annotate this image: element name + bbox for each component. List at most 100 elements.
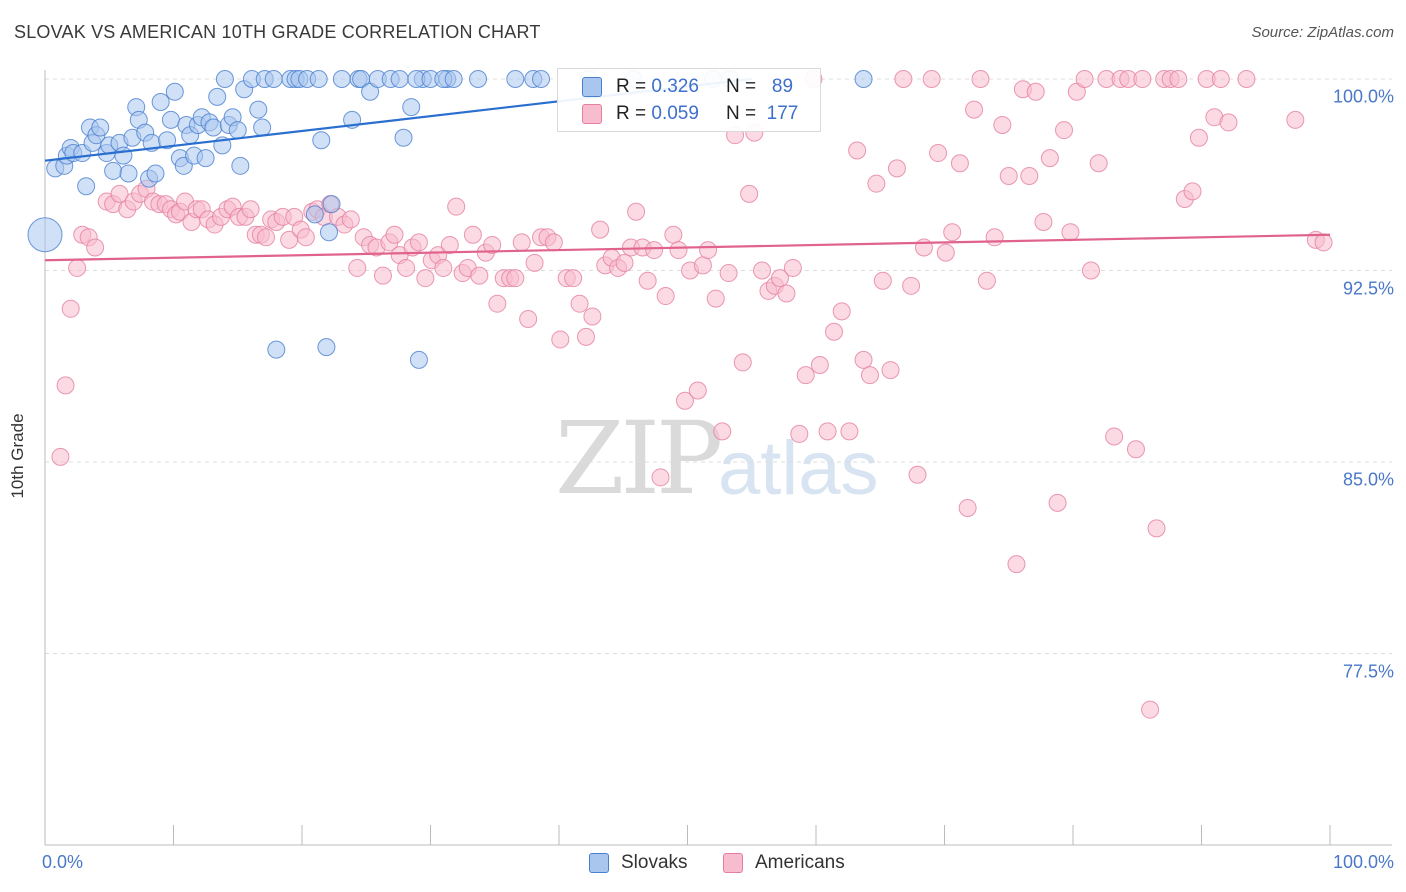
american-point (675, 391, 694, 410)
american-point (965, 100, 984, 119)
american-point (733, 353, 752, 372)
slovak-point (309, 70, 328, 88)
american-point (999, 167, 1018, 186)
american-point (950, 154, 969, 173)
american-point (971, 70, 990, 88)
american-point (1147, 519, 1166, 538)
american-point (409, 233, 428, 252)
american-point (818, 422, 837, 441)
slovak-point (394, 128, 413, 147)
american-point (693, 256, 712, 275)
slovak-point (146, 164, 165, 183)
american-point (1007, 555, 1026, 574)
american-point (713, 422, 732, 441)
american-point (257, 228, 276, 247)
slovak-point (77, 177, 96, 196)
american-point (51, 447, 70, 466)
americans-legend-label: Americans (755, 852, 845, 873)
american-point (908, 465, 927, 484)
slovak-point (165, 82, 184, 101)
american-point (1055, 121, 1074, 140)
american-point (860, 366, 879, 385)
american-point (929, 144, 948, 163)
legend-r-label: R = (616, 76, 647, 97)
american-point (651, 468, 670, 487)
american-point (1075, 70, 1094, 88)
american-point (56, 376, 75, 395)
american-point (512, 233, 531, 252)
american-point (506, 269, 525, 288)
american-point (1286, 110, 1305, 129)
slovak-point (444, 70, 463, 88)
y-axis-label: 10th Grade (8, 413, 27, 499)
y-tick-label: 92.5% (1342, 278, 1394, 298)
slovak-point (332, 70, 351, 88)
slovak-point (267, 340, 286, 359)
slovak-point (204, 118, 223, 137)
american-point (873, 271, 892, 290)
american-point (867, 174, 886, 193)
legend-n-value: 177 (766, 103, 799, 124)
american-point (656, 287, 675, 306)
american-point (887, 159, 906, 178)
american-point (440, 235, 459, 254)
slovak-point (158, 131, 177, 150)
american-point (669, 241, 688, 260)
american-point (1026, 82, 1045, 101)
legend-item-slovaks[interactable]: Slovaks (589, 852, 688, 874)
legend-item-americans[interactable]: Americans (723, 852, 845, 874)
american-point (894, 70, 913, 88)
american-point (993, 115, 1012, 134)
slovak-point (390, 70, 409, 88)
american-point (840, 422, 859, 441)
american-point (1089, 154, 1108, 173)
american-point (664, 225, 683, 244)
american-point (416, 269, 435, 288)
american-point (463, 225, 482, 244)
american-point (544, 233, 563, 252)
american-point (796, 366, 815, 385)
x-tick-label: 0.0% (42, 852, 84, 872)
american-point (397, 258, 416, 277)
slovak-point (151, 92, 170, 111)
american-point (241, 200, 260, 219)
american-point (68, 258, 87, 277)
american-point (348, 258, 367, 277)
slovak-point (409, 350, 428, 369)
american-point (810, 355, 829, 374)
american-point (385, 225, 404, 244)
slovak-point (249, 100, 268, 119)
american-point (576, 327, 595, 346)
stats-legend: R = 0.326 N = 89 R = 0.059 N = 177 (557, 68, 821, 132)
american-point (740, 184, 759, 203)
slovak-point (469, 70, 488, 88)
american-point (688, 381, 707, 400)
y-tick-label: 100.0% (1332, 86, 1394, 107)
slovak-point (854, 70, 873, 88)
american-point (1183, 182, 1202, 201)
american-point (848, 141, 867, 160)
american-point (936, 243, 955, 262)
slovak-point (532, 70, 551, 88)
american-point (551, 330, 570, 349)
american-point (434, 258, 453, 277)
american-point (373, 266, 392, 285)
series-legend: Slovaks Americans (0, 852, 1406, 878)
american-point (583, 307, 602, 326)
legend-n-value: 89 (771, 76, 794, 97)
american-point (1169, 70, 1188, 88)
american-point (1126, 440, 1145, 459)
american-point (1081, 261, 1100, 280)
slovak-point (215, 70, 234, 88)
american-point (1020, 167, 1039, 186)
american-point (719, 264, 738, 283)
american-point (1211, 70, 1230, 88)
y-tick-label: 85.0% (1342, 469, 1394, 490)
american-point (61, 299, 80, 318)
american-point (824, 322, 843, 341)
american-point (1061, 223, 1080, 242)
american-point (1105, 427, 1124, 446)
slovaks-swatch (582, 77, 602, 97)
american-point (638, 271, 657, 290)
